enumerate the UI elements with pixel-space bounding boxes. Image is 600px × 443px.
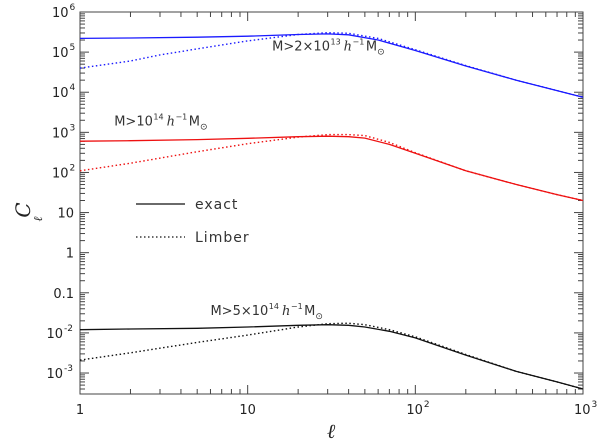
svg-text:⊙: ⊙: [377, 47, 385, 57]
legend-item-limber: Limber: [136, 230, 250, 246]
svg-text:10: 10: [574, 403, 591, 418]
y-tick-label: 10 -2: [46, 324, 73, 342]
series-lines: [79, 32, 584, 390]
y-tick-label: 0.1: [53, 287, 74, 302]
svg-text:h: h: [167, 114, 175, 129]
series-black-solid: [79, 324, 584, 390]
x-tick-label: 10: [239, 403, 256, 418]
plot-frame: [79, 11, 584, 395]
svg-text:M: M: [189, 114, 200, 129]
y-tick-label: 10 5: [52, 43, 75, 61]
series-black-dotted: [79, 322, 584, 390]
svg-text:−1: −1: [291, 302, 303, 311]
legend-label: Limber: [195, 230, 250, 246]
svg-text:10: 10: [57, 207, 74, 222]
svg-text:10: 10: [52, 6, 69, 21]
svg-text:14: 14: [153, 112, 163, 121]
svg-text:−1: −1: [175, 112, 187, 121]
svg-text:3: 3: [70, 123, 76, 133]
svg-text:5: 5: [70, 43, 76, 53]
svg-text:13: 13: [330, 37, 340, 46]
y-tick-label: 10 6: [52, 3, 76, 21]
svg-text:10: 10: [239, 403, 256, 418]
svg-text:4: 4: [70, 83, 76, 93]
svg-text:M: M: [304, 304, 315, 319]
y-tick-label: 1: [66, 247, 74, 262]
x-tick-label: 10 3: [574, 400, 597, 418]
svg-text:3: 3: [592, 400, 598, 410]
svg-text:6: 6: [70, 3, 76, 13]
svg-text:0.1: 0.1: [53, 287, 74, 302]
svg-text:h: h: [344, 39, 352, 54]
x-tick-label: 10 2: [406, 400, 429, 418]
svg-text:1: 1: [66, 247, 74, 262]
svg-text:14: 14: [269, 302, 279, 311]
svg-text:M>5×10: M>5×10: [210, 304, 268, 319]
svg-text:⊙: ⊙: [200, 122, 208, 132]
svg-text:10: 10: [52, 46, 69, 61]
svg-text:10: 10: [46, 327, 63, 342]
svg-text:10: 10: [406, 403, 423, 418]
svg-text:-2: -2: [64, 324, 73, 334]
svg-text:M>10: M>10: [114, 114, 153, 129]
svg-text:ℓ: ℓ: [31, 217, 45, 222]
series-red-dotted: [79, 133, 584, 202]
legend-item-exact: exact: [136, 197, 238, 213]
svg-text:M: M: [366, 39, 377, 54]
y-tick-label: 10: [57, 207, 74, 222]
svg-text:−1: −1: [353, 37, 365, 46]
svg-text:10: 10: [52, 86, 69, 101]
svg-text:⊙: ⊙: [315, 312, 323, 322]
svg-text:10: 10: [52, 126, 69, 141]
annotation-red: M>10 14 h −1 M ⊙: [114, 112, 207, 132]
x-tick-label: 1: [76, 403, 84, 418]
legend: exact Limber: [136, 197, 250, 246]
series-red-solid: [79, 135, 584, 202]
svg-text:2: 2: [70, 163, 76, 173]
annotation-black: M>5×10 14 h −1 M ⊙: [210, 302, 322, 322]
svg-text:h: h: [282, 304, 290, 319]
svg-text:2: 2: [424, 400, 430, 410]
annotations: M>2×10 13 h −1 M ⊙M>10 14 h −1 M ⊙M>5×10 14 h −1 M ⊙: [114, 37, 384, 322]
svg-text:10: 10: [46, 367, 63, 382]
svg-text:1: 1: [76, 403, 84, 418]
y-tick-label: 10 2: [52, 163, 75, 181]
svg-text:C: C: [11, 202, 35, 217]
y-tick-label: 10 4: [52, 83, 76, 101]
y-tick-label: 10 -3: [46, 364, 73, 382]
series-blue-dotted: [79, 32, 584, 98]
legend-label: exact: [195, 197, 238, 213]
svg-text:ℓ: ℓ: [327, 419, 336, 443]
svg-text:10: 10: [52, 166, 69, 181]
x-axis-label: ℓ: [327, 419, 336, 443]
svg-text:M>2×10: M>2×10: [272, 39, 330, 54]
tick-marks: [79, 11, 583, 395]
y-axis-label: C ℓ: [11, 202, 45, 221]
annotation-blue: M>2×10 13 h −1 M ⊙: [272, 37, 384, 57]
series-blue-solid: [79, 33, 584, 98]
svg-text:-3: -3: [64, 364, 73, 374]
y-tick-label: 10 3: [52, 123, 75, 141]
